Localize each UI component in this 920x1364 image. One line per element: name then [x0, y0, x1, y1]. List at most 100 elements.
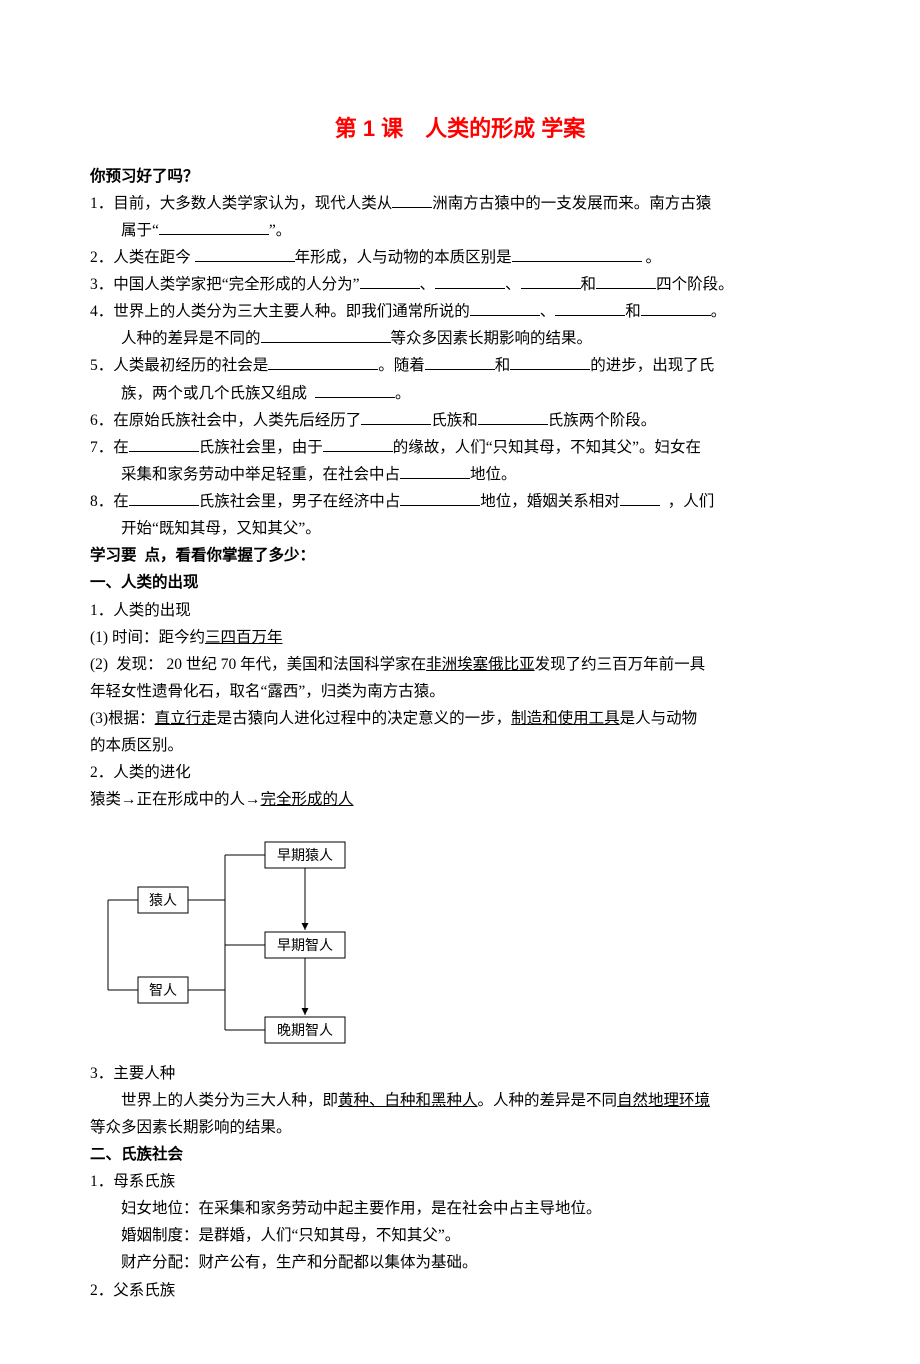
q5-text-f: 。 [395, 385, 411, 402]
q4-and: 和 [625, 303, 641, 320]
q1-text-a: 1．目前，大多数人类学家认为，现代人类从 [90, 195, 392, 212]
underlined-answer: 自然地理环境 [617, 1092, 710, 1109]
q4-text-a: 4．世界上的人类分为三大主要人种。即我们通常所说的 [90, 303, 470, 320]
underlined-answer: 三四百万年 [205, 629, 283, 646]
blank [478, 408, 548, 425]
question-7: 7．在氏族社会里，由于的缘故，人们“只知其母，不知其父”。妇女在 [90, 434, 830, 461]
svg-text:猿人: 猿人 [149, 893, 177, 909]
s1-3: 3．主要人种 [90, 1060, 830, 1087]
question-7-cont: 采集和家务劳动中举足轻重，在社会中占地位。 [90, 461, 830, 488]
q5-text-e: 族，两个或几个氏族又组成 [121, 385, 307, 402]
q5-text-a: 5．人类最初经历的社会是 [90, 357, 268, 374]
svg-text:早期智人: 早期智人 [277, 938, 333, 954]
blank [425, 354, 495, 371]
section-1-heading: 一、人类的出现 [90, 569, 830, 596]
s1-1-2b: 年轻女性遗骨化石，取名“露西”，归类为南方古猿。 [90, 678, 830, 705]
blank [315, 381, 395, 398]
blank [392, 191, 432, 208]
s1-2-line: 猿类→正在形成中的人→完全形成的人 [90, 786, 830, 813]
q5-text-b: 。随着 [378, 357, 425, 374]
question-8-cont: 开始“既知其母，又知其父”。 [90, 515, 830, 542]
q7-text-c: 的缘故，人们“只知其母，不知其父”。妇女在 [393, 439, 701, 456]
s2-2: 2．父系氏族 [90, 1277, 830, 1304]
s2-1c: 财产分配：财产公有，生产和分配都以集体为基础。 [90, 1249, 830, 1276]
question-4: 4．世界上的人类分为三大主要人种。即我们通常所说的 、 和 。 [90, 298, 830, 325]
question-5-cont: 族，两个或几个氏族又组成 。 [90, 380, 830, 407]
blank [323, 435, 393, 452]
blank [360, 273, 420, 290]
s1-2: 2．人类的进化 [90, 759, 830, 786]
underlined-answer: 黄种、白种和黑种人 [338, 1092, 478, 1109]
s1-1-3: (3)根据：直立行走是古猿向人进化过程中的决定意义的一步，制造和使用工具是人与动… [90, 705, 830, 732]
q5-text-d: 的进步，出现了氏 [590, 357, 714, 374]
underlined-answer: 完全形成的人 [261, 791, 354, 808]
question-6: 6．在原始氏族社会中，人类先后经历了 氏族和 氏族两个阶段。 [90, 407, 830, 434]
q7-text-a: 7．在 [90, 439, 129, 456]
inline-mark-icon [108, 661, 116, 669]
q8-text-a: 8．在 [90, 493, 129, 510]
blank [261, 327, 391, 344]
blank [129, 490, 199, 507]
question-5: 5．人类最初经历的社会是 。随着 和 的进步，出现了氏 [90, 352, 830, 379]
s2-1b: 婚姻制度：是群婚，人们“只知其母，不知其父”。 [90, 1222, 830, 1249]
inline-mark-icon [660, 498, 668, 506]
blank [400, 462, 470, 479]
q2-text-b: 年形成，人与动物的本质区别是 [295, 249, 512, 266]
blank [268, 354, 378, 371]
s1-3-body: 世界上的人类分为三大人种，即黄种、白种和黑种人。人种的差异是不同自然地理环境 [90, 1087, 830, 1114]
blank [361, 408, 431, 425]
blank [195, 245, 295, 262]
blank [510, 354, 590, 371]
q2-text-c: 。 [642, 249, 661, 266]
blank [129, 435, 199, 452]
q7-text-e: 地位。 [470, 466, 517, 483]
blank [400, 490, 480, 507]
s1-1-3b: 的本质区别。 [90, 732, 830, 759]
inline-mark-icon [307, 390, 315, 398]
s2-1: 1．母系氏族 [90, 1168, 830, 1195]
inline-mark-icon [137, 552, 145, 560]
q8-text-d: ，人们 [668, 493, 715, 510]
s2-1a: 妇女地位：在采集和家务劳动中起主要作用，是在社会中占主导地位。 [90, 1195, 830, 1222]
q5-text-c: 和 [495, 357, 511, 374]
blank [521, 273, 581, 290]
blank [641, 300, 711, 317]
q4-period: 。 [711, 303, 727, 320]
underlined-answer: 制造和使用工具 [511, 710, 620, 727]
question-2: 2．人类在距今 年形成，人与动物的本质区别是 。 [90, 244, 830, 271]
q3-text-a: 3．中国人类学家把“完全形成的人分为” [90, 276, 360, 293]
q3-text-d: 四个阶段。 [656, 276, 734, 293]
svg-text:智人: 智人 [149, 983, 177, 999]
q1-text-d: ”。 [269, 222, 291, 239]
s1-1-1: (1) 时间：距今约三四百万年 [90, 624, 830, 651]
q6-text-c: 氏族两个阶段。 [548, 412, 657, 429]
evolution-tree-diagram: 猿人智人 早期猿人早期智人晚期智人 [90, 822, 830, 1052]
underlined-answer: 非洲埃塞俄比亚 [426, 656, 535, 673]
svg-text:早期猿人: 早期猿人 [277, 848, 333, 864]
q6-text-b: 氏族和 [431, 412, 478, 429]
question-1: 1．目前，大多数人类学家认为，现代人类从 洲南方古猿中的一支发展而来。南方古猿 [90, 190, 830, 217]
worksheet-page: 第 1 课 人类的形成 学案 你预习好了吗？ 1．目前，大多数人类学家认为，现代… [0, 0, 920, 1364]
blank [620, 490, 660, 507]
q8-text-e: 开始“既知其母，又知其父”。 [121, 520, 321, 537]
preview-heading: 你预习好了吗？ [90, 163, 830, 190]
page-title: 第 1 课 人类的形成 学案 [90, 110, 830, 149]
blank [435, 273, 505, 290]
svg-text:晚期智人: 晚期智人 [277, 1023, 333, 1039]
question-8: 8．在氏族社会里，男子在经济中占地位，婚姻关系相对，人们 [90, 488, 830, 515]
blank [512, 245, 642, 262]
q6-text-a: 6．在原始氏族社会中，人类先后经历了 [90, 412, 361, 429]
study-heading: 学习要点，看看你掌握了多少： [90, 542, 830, 569]
q3-sep1: 、 [420, 276, 436, 293]
q3-and: 和 [581, 276, 597, 293]
underlined-answer: 直立行走 [155, 710, 217, 727]
q3-sep2: 、 [505, 276, 521, 293]
s1-3-body2: 等众多因素长期影响的结果。 [90, 1114, 830, 1141]
q1-text-b: 洲南方古猿中的一支发展而来。南方古猿 [432, 195, 711, 212]
blank [555, 300, 625, 317]
blank [159, 218, 269, 235]
blank [596, 273, 656, 290]
q4-sep: 、 [540, 303, 556, 320]
q1-text-c: 属于“ [121, 222, 159, 239]
q4-text-f: 等众多因素长期影响的结果。 [391, 330, 593, 347]
